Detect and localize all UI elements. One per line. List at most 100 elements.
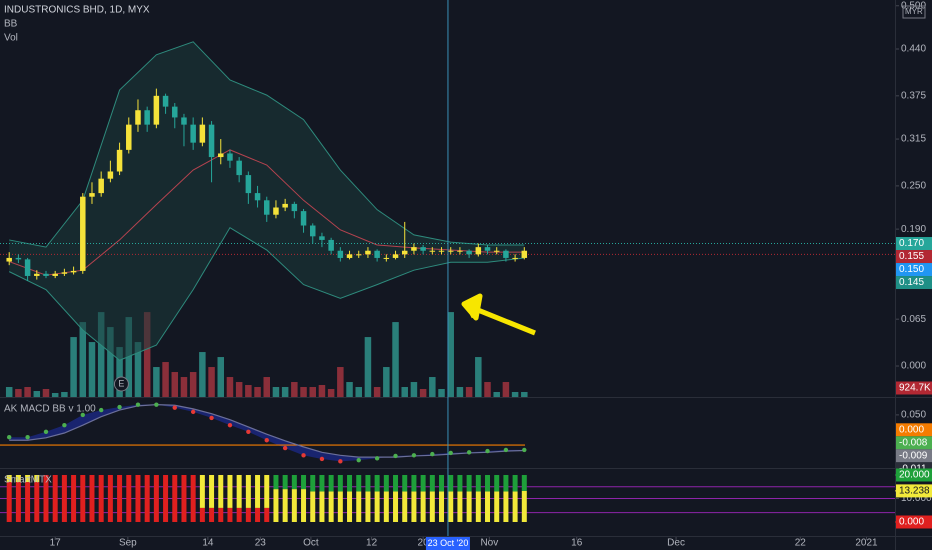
volume-bar — [70, 337, 77, 397]
mtx-bar — [337, 491, 343, 522]
mtx-bar — [365, 474, 371, 492]
mtx-bar — [420, 491, 426, 522]
candle-body — [429, 250, 436, 252]
volume-bar — [355, 387, 362, 397]
mtx-bar — [393, 474, 399, 492]
candle-body — [144, 110, 150, 125]
top-layer: MYR 924.7K 0.170 0.155 0.150 0.145 E 23 Oct '20… — [4, 0, 932, 550]
mtx-bar — [310, 474, 316, 492]
volume-bar — [116, 347, 123, 397]
x-tick-label: Sep — [119, 538, 137, 549]
y-tick-label: 10.000 — [901, 493, 932, 504]
volume-bar — [263, 377, 271, 397]
volume-bar — [291, 382, 298, 397]
macd-dot — [98, 407, 104, 413]
mtx-bar — [227, 474, 233, 508]
price-label: 0.155 — [899, 251, 924, 262]
value-label: -0.008 — [899, 437, 928, 448]
volume-bar — [429, 377, 436, 397]
mtx-bar — [255, 507, 261, 522]
mtx-bar — [374, 491, 380, 522]
mtx-bar — [347, 491, 353, 522]
candle-body — [484, 247, 491, 251]
candle-body — [365, 250, 371, 255]
mtx-bar — [6, 482, 12, 522]
mtx-bar — [503, 491, 509, 522]
candle-body — [337, 250, 344, 258]
macd-dot — [448, 450, 453, 456]
mtx-bar — [245, 474, 251, 508]
volume-bar — [346, 382, 353, 397]
candle-body — [236, 160, 242, 176]
crosshair-label: 23 Oct '20 — [428, 538, 469, 548]
mtx-bar — [319, 491, 325, 522]
volume-bar — [134, 342, 142, 397]
mtx-bar — [291, 489, 297, 522]
value-label-box — [896, 423, 932, 437]
macd-dot — [282, 445, 288, 451]
chart-title: INDUSTRONICS BHD, 1D, MYX — [4, 5, 150, 16]
mtx-bar — [80, 474, 86, 522]
volume-bar — [401, 387, 408, 397]
x-tick-label: 23 — [255, 538, 267, 549]
mtx-bar — [255, 474, 261, 508]
candle-body — [80, 196, 86, 271]
candle-body — [383, 257, 390, 259]
mtx-bar — [365, 491, 371, 522]
x-tick-label: 20 — [418, 538, 430, 549]
volume-bar — [511, 392, 519, 397]
macd-dot — [522, 447, 527, 453]
candle-body — [438, 250, 445, 252]
candle-body — [309, 225, 316, 237]
candle-body — [411, 247, 417, 251]
value-label: 0.000 — [899, 424, 924, 435]
volume-bar — [493, 392, 500, 397]
mtx-bar — [25, 482, 31, 522]
candle-body — [355, 254, 362, 256]
currency-label: MYR — [905, 7, 923, 16]
price-label-box — [896, 237, 932, 251]
volume-bar — [281, 387, 289, 397]
y-tick-label: 0.000 — [901, 361, 926, 372]
mtx-bar — [485, 474, 491, 492]
volume-bar — [337, 367, 344, 397]
mtx-bar — [218, 474, 224, 508]
candle-body — [466, 250, 472, 255]
price-label-box — [896, 263, 932, 277]
candle-body — [392, 254, 399, 258]
mtx-bar — [393, 491, 399, 522]
mtx-bar — [71, 474, 77, 522]
volume-bar — [383, 367, 390, 397]
y-tick-label: 0.065 — [901, 314, 926, 325]
mtx-bar — [144, 474, 150, 522]
mtx-bar — [135, 474, 141, 522]
volume-bar — [24, 387, 31, 397]
mtx-bar — [356, 491, 362, 522]
mtx-bar — [199, 507, 205, 522]
macd-dot — [227, 422, 233, 428]
candle-body — [447, 250, 454, 252]
indicator-legend: BB — [4, 19, 18, 30]
value-label-box — [896, 436, 932, 450]
candle-body — [291, 203, 298, 212]
indicator-title: SmartMTX — [4, 475, 52, 486]
mtx-bar — [512, 491, 518, 522]
candle-body — [43, 273, 49, 276]
candle-body — [254, 193, 261, 201]
candle-body — [135, 110, 141, 125]
mtx-bar — [163, 474, 169, 522]
event-label: E — [118, 378, 124, 388]
volume-bar — [208, 367, 215, 397]
mtx-bar — [264, 474, 270, 508]
volume-last-label-box — [896, 381, 932, 395]
macd-dot — [62, 422, 67, 428]
volume-bar — [245, 385, 252, 397]
macd-dot — [466, 450, 472, 455]
candle-body — [273, 207, 279, 215]
macd-dot — [6, 435, 12, 440]
volume-bar — [465, 387, 473, 397]
mtx-bar — [347, 474, 353, 492]
volume-bar — [15, 389, 22, 397]
volume-bar — [309, 387, 316, 397]
